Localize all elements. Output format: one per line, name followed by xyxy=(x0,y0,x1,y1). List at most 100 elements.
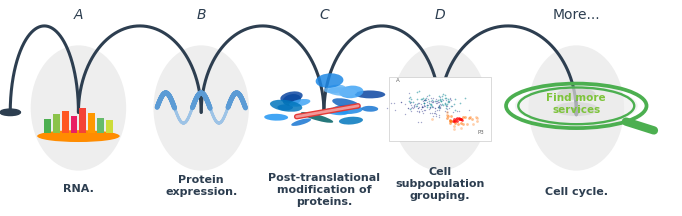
Point xyxy=(404,107,415,110)
Point xyxy=(443,100,454,103)
Point xyxy=(462,123,473,126)
Point xyxy=(441,110,452,113)
Text: More...: More... xyxy=(552,8,600,22)
Point xyxy=(440,109,451,113)
Point xyxy=(427,100,438,103)
Point xyxy=(430,114,441,117)
Point xyxy=(442,97,453,101)
Point xyxy=(432,100,443,104)
Point xyxy=(410,103,421,106)
Point xyxy=(405,106,416,110)
Point xyxy=(425,99,436,103)
Point xyxy=(381,106,392,110)
Ellipse shape xyxy=(355,91,385,98)
Bar xyxy=(61,111,68,133)
Point xyxy=(444,97,455,101)
Text: A: A xyxy=(74,8,83,22)
Ellipse shape xyxy=(291,118,311,126)
Point xyxy=(432,105,443,109)
Point xyxy=(431,112,442,116)
Point xyxy=(385,101,396,105)
Point xyxy=(439,102,450,105)
Text: Protein
expression.: Protein expression. xyxy=(165,175,237,197)
Ellipse shape xyxy=(325,108,349,115)
Bar xyxy=(106,120,113,133)
Point xyxy=(428,112,439,115)
Point xyxy=(412,91,423,94)
Point xyxy=(449,127,460,130)
Point xyxy=(442,104,453,108)
Point xyxy=(440,97,451,100)
Point xyxy=(425,106,436,109)
Ellipse shape xyxy=(554,102,598,116)
Ellipse shape xyxy=(324,85,346,93)
Text: Post-translational
modification of
proteins.: Post-translational modification of prote… xyxy=(268,173,380,207)
Point xyxy=(413,105,424,109)
Point xyxy=(427,117,438,120)
Point xyxy=(449,97,460,101)
Point xyxy=(417,105,428,109)
Point xyxy=(437,98,448,102)
Point xyxy=(405,100,416,103)
Point xyxy=(432,101,443,105)
Point xyxy=(434,103,445,106)
Point xyxy=(415,107,426,111)
Point xyxy=(454,117,465,121)
Ellipse shape xyxy=(278,104,293,110)
Point xyxy=(445,98,456,101)
Point xyxy=(435,100,446,103)
Point xyxy=(433,104,444,107)
Ellipse shape xyxy=(270,100,302,112)
Point xyxy=(434,109,445,112)
Point xyxy=(445,114,456,118)
Point xyxy=(425,96,436,100)
Text: B: B xyxy=(196,8,206,22)
Text: Cell
subpopulation
grouping.: Cell subpopulation grouping. xyxy=(395,167,485,201)
Point xyxy=(431,108,442,111)
Point xyxy=(449,119,460,123)
Bar xyxy=(88,113,95,133)
Text: RNA.: RNA. xyxy=(63,184,94,194)
Point xyxy=(433,100,444,103)
Point xyxy=(404,97,415,100)
Point xyxy=(456,126,466,129)
Point xyxy=(435,106,446,110)
Point xyxy=(449,121,460,124)
Circle shape xyxy=(557,88,595,100)
Point xyxy=(421,105,432,109)
Point xyxy=(409,105,419,109)
Point xyxy=(408,106,419,110)
Ellipse shape xyxy=(392,45,488,171)
Point xyxy=(396,100,406,104)
Circle shape xyxy=(515,86,638,125)
Point xyxy=(468,123,479,126)
Point xyxy=(455,101,466,105)
Text: services: services xyxy=(552,105,600,115)
Point xyxy=(448,118,459,121)
Point xyxy=(436,103,447,107)
Point xyxy=(458,122,469,126)
Ellipse shape xyxy=(361,106,379,112)
Point xyxy=(417,106,428,109)
Point xyxy=(428,100,439,103)
Point xyxy=(421,100,432,103)
Point xyxy=(434,98,445,102)
FancyBboxPatch shape xyxy=(389,77,491,141)
Point xyxy=(444,118,455,121)
Point xyxy=(409,103,420,106)
Point xyxy=(404,91,415,95)
Point xyxy=(466,117,477,121)
Point xyxy=(451,119,462,123)
Point xyxy=(471,115,481,118)
Point xyxy=(426,103,436,107)
Point xyxy=(421,103,432,106)
Point xyxy=(430,111,441,115)
Point xyxy=(389,109,400,112)
Point xyxy=(430,99,441,102)
Point xyxy=(409,105,419,108)
Point xyxy=(405,110,416,113)
Point xyxy=(445,120,456,123)
Point xyxy=(415,97,426,101)
Point xyxy=(429,107,440,110)
Point xyxy=(433,116,444,119)
